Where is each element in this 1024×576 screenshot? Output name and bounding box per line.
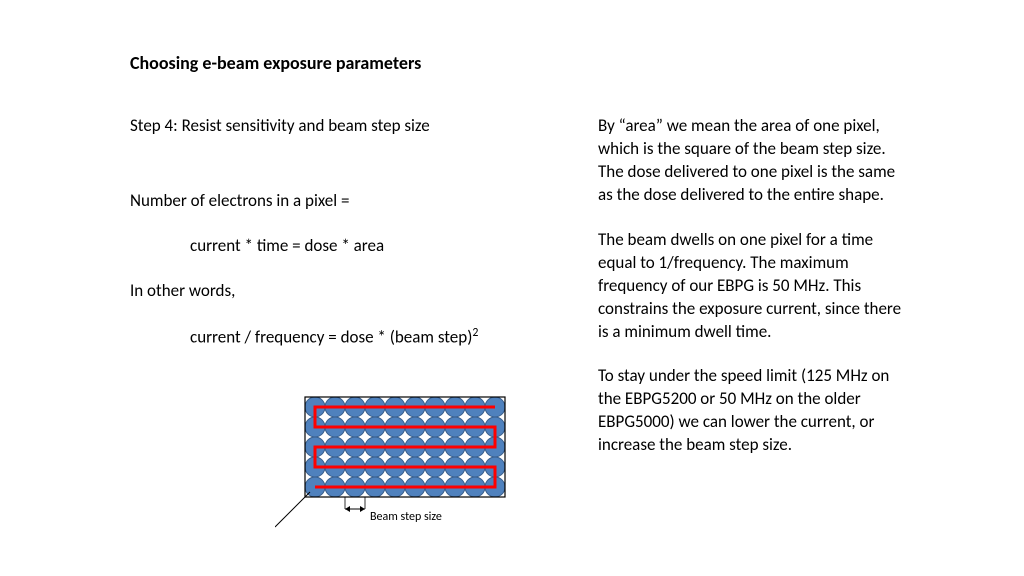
line-electrons: Number of electrons in a pixel = bbox=[130, 190, 530, 213]
diagram-caption: Beam step size bbox=[370, 510, 442, 524]
page-title: Choosing e-beam exposure parameters bbox=[130, 52, 421, 74]
left-column: Step 4: Resist sensitivity and beam step… bbox=[130, 115, 530, 349]
step-heading: Step 4: Resist sensitivity and beam step… bbox=[130, 115, 530, 138]
equation-1: current * time = dose * area bbox=[190, 235, 530, 258]
paragraph-1: By “area” we mean the area of one pixel,… bbox=[598, 115, 913, 207]
paragraph-2: The beam dwells on one pixel for a time … bbox=[598, 229, 913, 344]
line-in-other-words: In other words, bbox=[130, 280, 530, 303]
paragraph-3: To stay under the speed limit (125 MHz o… bbox=[598, 365, 913, 457]
right-column: By “area” we mean the area of one pixel,… bbox=[598, 115, 913, 457]
equation-2-exp: 2 bbox=[472, 326, 478, 340]
equation-2-prefix: current / frequency = dose * (beam step) bbox=[190, 326, 472, 347]
equation-2: current / frequency = dose * (beam step)… bbox=[190, 325, 530, 350]
